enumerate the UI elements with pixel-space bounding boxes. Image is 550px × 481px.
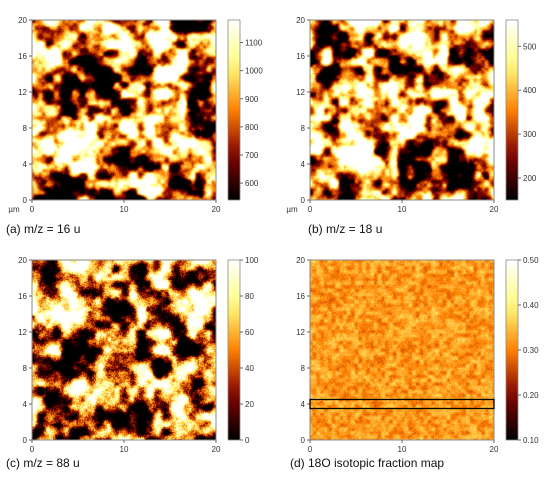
x-tick-label: 10 xyxy=(120,445,129,454)
colorbar-tick-label: 900 xyxy=(245,95,259,104)
y-tick-label: 0 xyxy=(301,196,306,205)
panel-c: 0 10 20 0 4 8 12 16 20 0 20 40 60 80 100 xyxy=(0,240,275,481)
y-tick-label: 20 xyxy=(296,256,305,265)
colorbar-tick-label: 0.20 xyxy=(523,391,539,400)
x-tick-label: 10 xyxy=(398,205,407,214)
y-tick-label: 4 xyxy=(23,400,28,409)
x-tick-label: 20 xyxy=(490,205,499,214)
y-tick-label: 20 xyxy=(18,256,27,265)
y-tick-label: 8 xyxy=(23,364,28,373)
heatmap-cells xyxy=(32,260,216,440)
colorbar-tick-label: 800 xyxy=(245,123,259,132)
y-tick-label: 4 xyxy=(301,400,306,409)
x-tick-label: 0 xyxy=(30,205,35,214)
heatmap-cells xyxy=(32,20,216,200)
colorbar-tick-label: 40 xyxy=(245,364,254,373)
y-tick-label: 12 xyxy=(296,328,305,337)
colorbar xyxy=(227,19,241,201)
y-tick-label: 20 xyxy=(18,16,27,25)
heatmap-cells xyxy=(310,260,494,440)
colorbar-tick-label: 100 xyxy=(245,256,259,265)
x-tick-label: 10 xyxy=(120,205,129,214)
y-tick-label: 20 xyxy=(296,16,305,25)
y-tick-label: 16 xyxy=(18,292,27,301)
x-tick-label: 20 xyxy=(490,445,499,454)
x-tick-label: 10 xyxy=(398,445,407,454)
x-unit-label: µm xyxy=(8,205,20,214)
colorbar-tick-label: 0.10 xyxy=(523,436,539,445)
x-tick-label: 0 xyxy=(308,205,313,214)
colorbar-tick-label: 60 xyxy=(245,328,254,337)
y-tick-label: 16 xyxy=(18,52,27,61)
colorbar-tick-label: 300 xyxy=(523,130,537,139)
colorbar xyxy=(505,259,519,441)
x-tick-label: 0 xyxy=(308,445,313,454)
y-tick-label: 4 xyxy=(23,160,28,169)
colorbar-tick-label: 80 xyxy=(245,292,254,301)
y-tick-label: 16 xyxy=(296,52,305,61)
colorbar-tick-label: 400 xyxy=(523,86,537,95)
heatmap-chart: 0 10 20 0 4 8 12 16 20 0 20 40 60 80 100 xyxy=(18,256,259,454)
y-tick-label: 8 xyxy=(301,364,306,373)
panel-a: 0 10 20 0 4 8 12 16 20 µm 600 700 800 900 1000 1100 xyxy=(0,0,275,241)
caption-a: (a) m/z = 16 u xyxy=(6,222,81,236)
x-tick-label: 0 xyxy=(30,445,35,454)
y-tick-label: 0 xyxy=(23,196,28,205)
y-tick-label: 12 xyxy=(296,88,305,97)
colorbar-tick-label: 700 xyxy=(245,151,259,160)
colorbar-tick-label: 0.50 xyxy=(523,256,539,265)
x-tick-label: 20 xyxy=(212,445,221,454)
caption-d: (d) 18O isotopic fraction map xyxy=(290,456,445,470)
y-tick-label: 4 xyxy=(301,160,306,169)
colorbar-tick-label: 20 xyxy=(245,400,254,409)
colorbar-tick-label: 0 xyxy=(245,436,250,445)
y-tick-label: 12 xyxy=(18,328,27,337)
colorbar-tick-label: 1100 xyxy=(245,39,263,48)
highlight-box xyxy=(309,398,495,410)
y-tick-label: 8 xyxy=(301,124,306,133)
panel-d: 0 10 20 0 4 8 12 16 20 0.10 0.20 0.30 0.40 0.50 xyxy=(278,240,550,481)
y-tick-label: 8 xyxy=(23,124,28,133)
colorbar-tick-label: 0.40 xyxy=(523,301,539,310)
y-tick-label: 12 xyxy=(18,88,27,97)
y-tick-label: 0 xyxy=(301,436,306,445)
panel-b: 0 10 20 0 4 8 12 16 20 µm 200 300 400 500 xyxy=(278,0,550,241)
x-unit-label: µm xyxy=(286,205,298,214)
caption-c: (c) m/z = 88 u xyxy=(6,456,80,470)
caption-b: (b) m/z = 18 u xyxy=(308,222,383,236)
heatmap-chart: 0 10 20 0 4 8 12 16 20 0.10 0.20 0.30 0.40 0.50 xyxy=(296,256,539,454)
colorbar-tick-label: 200 xyxy=(523,174,537,183)
colorbar-tick-label: 500 xyxy=(523,42,537,51)
colorbar-tick-label: 1000 xyxy=(245,67,263,76)
colorbar xyxy=(505,19,519,201)
heatmap-cells xyxy=(310,20,494,200)
y-tick-label: 0 xyxy=(23,436,28,445)
heatmap-chart: 0 10 20 0 4 8 12 16 20 µm 600 700 800 900 1000 1100 xyxy=(8,16,263,214)
x-tick-label: 20 xyxy=(212,205,221,214)
colorbar xyxy=(227,259,241,441)
y-tick-label: 16 xyxy=(296,292,305,301)
colorbar-tick-label: 600 xyxy=(245,179,259,188)
colorbar-tick-label: 0.30 xyxy=(523,346,539,355)
